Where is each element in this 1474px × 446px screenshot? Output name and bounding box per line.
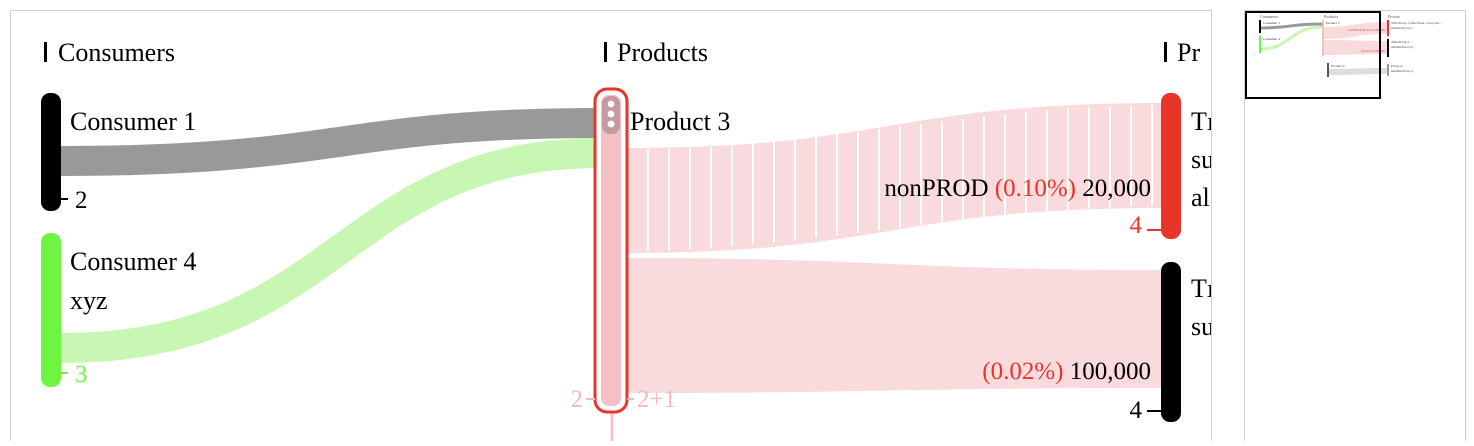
node-count: 2 bbox=[75, 187, 88, 214]
minimap-node-label: Product 4 bbox=[1331, 64, 1345, 68]
node-bar[interactable] bbox=[1161, 262, 1181, 422]
minimap-node bbox=[1322, 20, 1324, 56]
minimap-node-subtext: subtitle Proxy x bbox=[1391, 69, 1413, 73]
minimap-link bbox=[1260, 25, 1323, 51]
minimap-link-label: nonPROD (0.10%) 20,000 bbox=[1348, 28, 1386, 33]
node-consumer-1[interactable]: Consumer 1 2 bbox=[41, 93, 196, 214]
link-product3-proxy-top[interactable]: nonPROD (0.10%) 20,000 bbox=[623, 103, 1163, 253]
node-label-line1: Consumer 4 bbox=[70, 247, 196, 276]
minimap-node-label: Proxy G bbox=[1391, 64, 1403, 68]
node-bar[interactable] bbox=[601, 95, 621, 406]
column-header-products: Products bbox=[604, 38, 708, 67]
minimap[interactable]: Consumers Products Proxies Consumer 1 Co… bbox=[1245, 11, 1465, 441]
minimap-node-label: Consumer 1 bbox=[1263, 21, 1280, 25]
minimap-node bbox=[1259, 20, 1261, 33]
link-band[interactable] bbox=[623, 103, 1163, 253]
node-count-right: 2+1 bbox=[637, 386, 676, 413]
node-proxy-top[interactable]: Tı su al 4 bbox=[1130, 93, 1212, 239]
node-bar[interactable] bbox=[41, 93, 61, 211]
link-stripes bbox=[647, 105, 1153, 251]
node-count: 3 bbox=[75, 361, 88, 388]
minimap-node bbox=[1259, 36, 1261, 53]
node-count: 4 bbox=[1130, 212, 1143, 239]
node-label-line1: Tı bbox=[1191, 107, 1211, 136]
node-label: Product 3 bbox=[630, 107, 730, 136]
minimap-node bbox=[1387, 20, 1389, 36]
header-marker bbox=[44, 42, 47, 62]
minimap-node bbox=[1387, 39, 1389, 57]
column-header-label: Products bbox=[617, 38, 708, 67]
node-label-line1: Tı bbox=[1191, 274, 1211, 303]
minimap-link bbox=[1324, 22, 1387, 39]
minimap-node-subtext: subtitle Proxy a bbox=[1391, 26, 1413, 30]
column-header-label: Consumers bbox=[58, 38, 175, 67]
minimap-node-label: Product 3 bbox=[1326, 21, 1340, 25]
link-band[interactable] bbox=[623, 258, 1163, 393]
minimap-col-label: Products bbox=[1324, 14, 1338, 19]
link-product3-proxy-bottom[interactable]: (0.02%) 100,000 bbox=[623, 258, 1163, 393]
more-icon-dot bbox=[607, 120, 615, 128]
minimap-node-label: Title Proxy b bbox=[1391, 40, 1410, 44]
minimap-link bbox=[1329, 68, 1387, 75]
minimap-link bbox=[1260, 22, 1323, 30]
link-label-bottom: (0.02%) 100,000 bbox=[982, 358, 1151, 385]
node-label-line2: xyz bbox=[70, 286, 108, 315]
header-marker bbox=[1164, 42, 1167, 62]
column-header-consumers: Consumers bbox=[44, 38, 175, 67]
node-label: Consumer 1 bbox=[70, 107, 196, 136]
node-consumer-4[interactable]: Consumer 4 xyz 3 bbox=[41, 233, 196, 388]
link-label-top: nonPROD (0.10%) 20,000 bbox=[884, 175, 1151, 202]
minimap-link bbox=[1324, 40, 1387, 55]
minimap-node-subtext: subtitle Proxy b bbox=[1391, 45, 1413, 49]
node-proxy-bottom[interactable]: Tı su 4 bbox=[1130, 262, 1212, 424]
node-label-line2: su bbox=[1191, 312, 1211, 341]
more-icon-dot bbox=[607, 110, 615, 118]
sankey-diagram: Consumers Products Pr nonPROD (0.10%) 20… bbox=[41, 38, 1212, 441]
node-product-3[interactable]: Product 3 2 2+1 bbox=[571, 87, 731, 441]
link-consumer1-product3[interactable] bbox=[60, 108, 602, 176]
minimap-node-label: Title Proxy a which has a very lon... bbox=[1391, 21, 1442, 25]
column-header-proxies: Pr bbox=[1164, 38, 1200, 67]
node-label-line2: su bbox=[1191, 145, 1211, 174]
node-count: 4 bbox=[1130, 397, 1143, 424]
minimap-node bbox=[1327, 63, 1329, 77]
more-icon-dot bbox=[607, 100, 615, 108]
link-consumer4-product3[interactable] bbox=[60, 138, 602, 363]
header-marker bbox=[604, 42, 607, 62]
minimap-node bbox=[1387, 64, 1389, 76]
column-header-label: Pr bbox=[1177, 38, 1200, 67]
minimap-link-label: (0.02%) 100,000 bbox=[1361, 49, 1385, 54]
node-bar[interactable] bbox=[1161, 93, 1181, 239]
minimap-viewport[interactable] bbox=[1245, 11, 1381, 99]
minimap-node-label: Consumer 4 bbox=[1263, 37, 1280, 41]
minimap-panel: Consumers Products Proxies Consumer 1 Co… bbox=[1244, 10, 1466, 441]
node-count-left: 2 bbox=[571, 386, 584, 413]
more-icon[interactable] bbox=[602, 96, 620, 134]
node-bar[interactable] bbox=[41, 233, 61, 387]
sankey-panel: Consumers Products Pr nonPROD (0.10%) 20… bbox=[10, 10, 1212, 441]
minimap-col-label: Consumers bbox=[1260, 14, 1278, 19]
node-label-line3: al bbox=[1191, 183, 1210, 212]
minimap-col-label: Proxies bbox=[1388, 14, 1400, 19]
